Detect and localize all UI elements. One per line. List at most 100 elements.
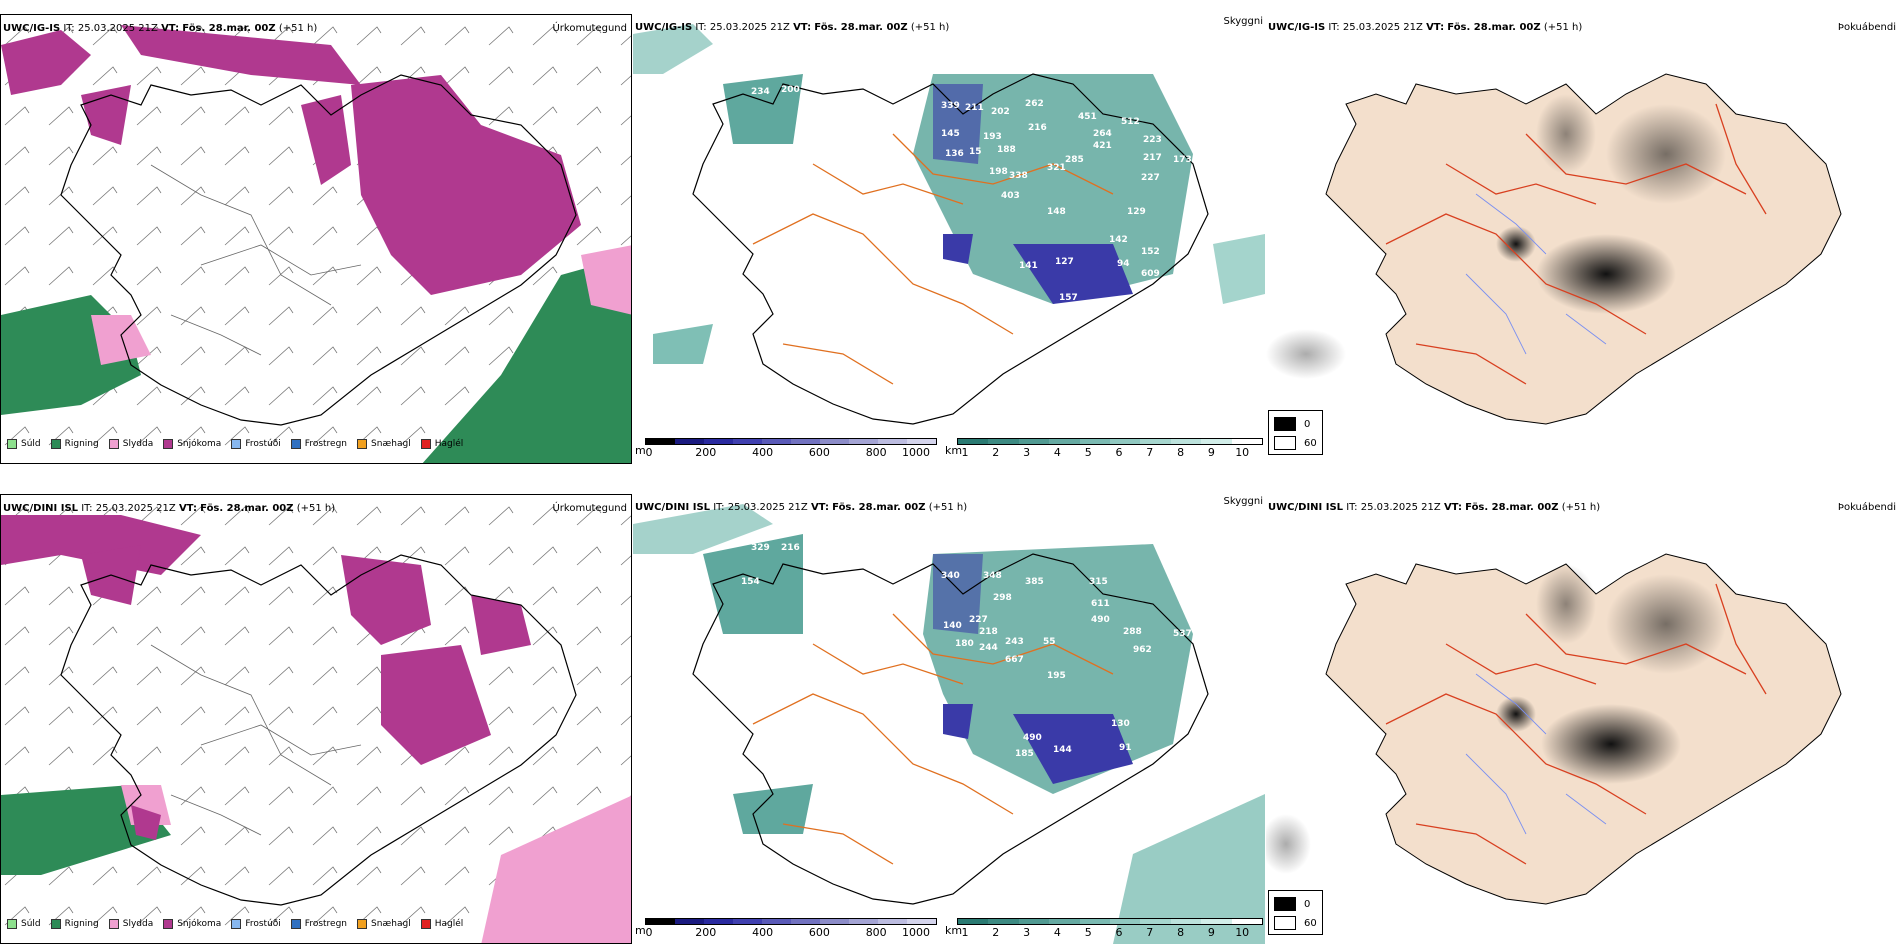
model-name: UWC/DINI ISL xyxy=(3,503,79,514)
lead-time: (+51 h) xyxy=(1561,502,1601,513)
ceiling-tick: 400 xyxy=(752,446,774,459)
fog-area xyxy=(1606,104,1726,204)
it-value: 25.03.2025 21Z xyxy=(709,22,790,33)
vis-value: 338 xyxy=(1009,171,1028,181)
ceiling-area xyxy=(933,554,983,634)
it-value: 25.03.2025 21Z xyxy=(1342,22,1423,33)
it-label: IT: xyxy=(63,23,75,34)
rivers xyxy=(1465,673,1607,835)
precip-header-row2: UWC/DINI ISL IT: 25.03.2025 21Z VT: Fös.… xyxy=(3,503,335,515)
fog-area xyxy=(1606,574,1726,674)
roads xyxy=(1385,583,1767,865)
teal-area xyxy=(703,534,803,634)
snow-area xyxy=(351,75,581,295)
vis-value: 152 xyxy=(1141,247,1160,257)
fog-area xyxy=(1536,564,1596,644)
swatch-rain xyxy=(50,439,61,449)
snow-area xyxy=(131,805,161,840)
sleet-area xyxy=(481,795,631,943)
fog-header-row1: UWC/IG-IS IT: 25.03.2025 21Z VT: Fös. 28… xyxy=(1268,22,1582,34)
ceiling-area xyxy=(943,234,973,264)
swatch-sleet xyxy=(108,919,119,929)
model-name: UWC/DINI ISL xyxy=(1268,502,1344,513)
fog-map-canvas-row1 xyxy=(1266,73,1842,425)
vis-value: 216 xyxy=(1028,123,1047,133)
fog-title-row2: Þokuábendi xyxy=(1837,502,1896,513)
fog-area xyxy=(1266,814,1311,874)
legend-item: Frostúði xyxy=(231,439,281,449)
vis-value: 202 xyxy=(991,107,1010,117)
vis-value: 537 xyxy=(1173,629,1192,639)
vis-value: 421 xyxy=(1093,141,1112,151)
vis-value: 198 xyxy=(989,167,1008,177)
roads xyxy=(150,644,362,836)
fog-map-canvas-row2 xyxy=(1266,553,1842,905)
vis-value: 227 xyxy=(1141,173,1160,183)
vis-value: 609 xyxy=(1141,269,1160,279)
vis-value: 403 xyxy=(1001,191,1020,201)
vt-value: Fös. 28.mar. 00Z xyxy=(200,503,294,514)
swatch-freezing-rain xyxy=(290,919,301,929)
precip-title-row2: Úrkomutegund xyxy=(552,503,627,514)
vis-tick: 7 xyxy=(1146,446,1154,459)
rivers xyxy=(1465,193,1607,355)
snow-area xyxy=(1,515,201,575)
roads xyxy=(752,613,1114,865)
vis-value: 385 xyxy=(1025,577,1044,587)
vis-value: 145 xyxy=(941,129,960,139)
visibility-map-row1: 234 200 339 211 202 262 451 264 512 421 … xyxy=(633,14,1265,464)
vis-value: 339 xyxy=(941,101,960,111)
vis-tick: 2 xyxy=(992,926,1000,939)
swatch-snow-pellets xyxy=(357,439,368,449)
vis-tick: 3 xyxy=(1023,926,1031,939)
it-value: 25.03.2025 21Z xyxy=(77,23,158,34)
vis-value: 157 xyxy=(1059,293,1078,303)
visibility-colorbar-row1: km 1 2 3 4 5 6 7 8 9 10 xyxy=(943,438,1265,464)
teal-area xyxy=(1113,794,1265,944)
fog-map-row2: UWC/DINI ISL IT: 25.03.2025 21Z VT: Fös.… xyxy=(1266,494,1900,944)
vt-label: VT: xyxy=(810,502,829,513)
ceiling-colorbar-row2: m 0 200 400 600 800 1000 xyxy=(633,918,943,944)
fog-area xyxy=(1536,234,1676,314)
vis-value: 127 xyxy=(1055,257,1074,267)
fog-area xyxy=(1541,704,1681,784)
vis-value: 185 xyxy=(1015,749,1034,759)
vis-value: 244 xyxy=(979,643,998,653)
it-value: 25.03.2025 21Z xyxy=(727,502,808,513)
ceiling-colorbar-row1: m 0 200 400 600 800 1000 xyxy=(633,438,943,464)
vis-value: 262 xyxy=(1025,99,1044,109)
model-name: UWC/DINI ISL xyxy=(635,502,711,513)
vt-label: VT: xyxy=(1426,22,1445,33)
vis-value: 142 xyxy=(1109,235,1128,245)
ceiling-tick: 1000 xyxy=(901,446,930,459)
fog-white-swatch xyxy=(1274,436,1296,450)
swatch-freezing-drizzle xyxy=(231,439,242,449)
vis-tick: 1 xyxy=(961,926,969,939)
model-name: UWC/IG-IS xyxy=(3,23,61,34)
vis-tick: 4 xyxy=(1053,926,1061,939)
vis-value: 188 xyxy=(997,145,1016,155)
vis-value: 55 xyxy=(1043,637,1056,647)
vis-value: 15 xyxy=(969,147,982,157)
vis-value: 451 xyxy=(1078,112,1097,122)
legend-item: Súld xyxy=(7,919,41,929)
model-name: UWC/IG-IS xyxy=(1268,22,1326,33)
fog-title-row1: Þokuábendi xyxy=(1837,22,1896,33)
ceiling-tick: 800 xyxy=(865,446,887,459)
teal-area xyxy=(923,544,1193,794)
vis-tick: 6 xyxy=(1115,926,1123,939)
swatch-freezing-rain xyxy=(290,439,301,449)
snow-area xyxy=(81,85,131,145)
ceiling-tick: 0 xyxy=(645,446,653,459)
it-label: IT: xyxy=(713,502,725,513)
vis-unit: km xyxy=(945,924,963,937)
legend-item: Slydda xyxy=(108,919,153,929)
vis-value: 141 xyxy=(1019,261,1038,271)
vis-tick: 5 xyxy=(1084,446,1092,459)
vis-tick: 6 xyxy=(1115,446,1123,459)
teal-area xyxy=(633,24,713,74)
ceiling-tick: 0 xyxy=(645,926,653,939)
vt-label: VT: xyxy=(161,23,180,34)
visibility-map-row2: 329 216 340 348 385 315 154 298 611 227 … xyxy=(633,494,1265,944)
vis-tick: 7 xyxy=(1146,926,1154,939)
